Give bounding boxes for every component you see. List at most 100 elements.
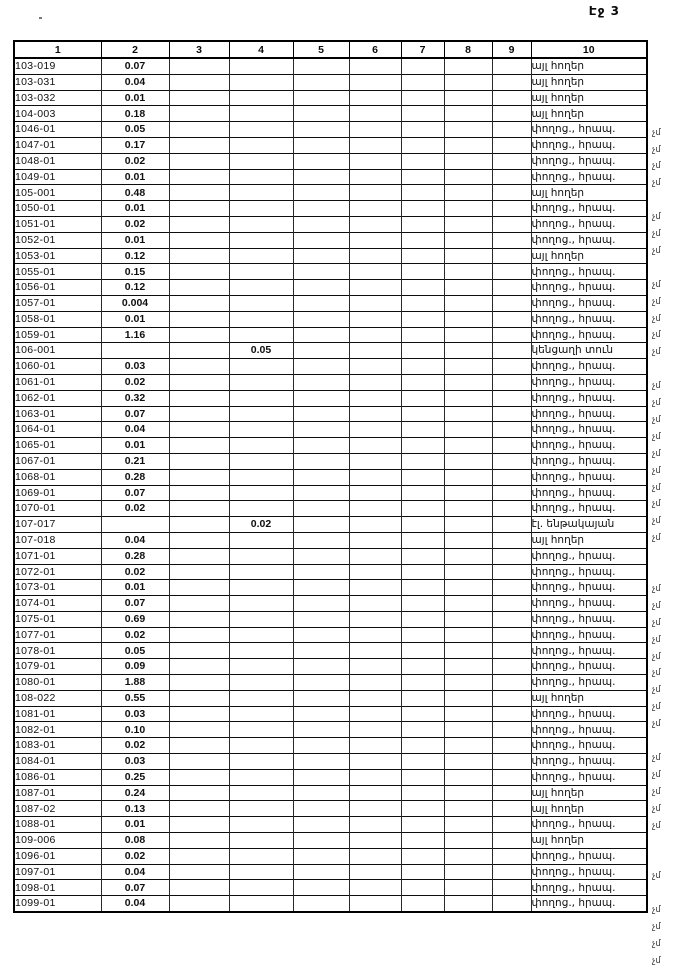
cell-area-value xyxy=(228,231,294,249)
cell-area-value xyxy=(491,310,532,328)
cell-area-value xyxy=(292,610,350,628)
table-row: 1071-01 0.28 փողոց., հրապ. xyxy=(13,547,648,564)
cell-area-value xyxy=(100,342,170,359)
cell-area-value xyxy=(348,231,402,249)
table-row: 1098-01 0.07 փողոց., հրապ. xyxy=(13,879,648,896)
cell-area-value xyxy=(443,358,493,375)
cell-area-value: 0.02 xyxy=(100,737,170,754)
table-row: 1057-01 0.004 փողոց., հրապ. xyxy=(13,294,648,312)
table-row: 103-032 0.01 այլ հողեր xyxy=(13,89,648,106)
cell-area-value xyxy=(168,358,230,375)
header-row: 1 2 3 4 5 6 7 8 9 10 xyxy=(13,40,648,59)
cell-area-value xyxy=(400,105,445,122)
table-row: 1051-01 0.02 փողոց., հրապ. xyxy=(13,215,648,233)
margin-mark: չմ xyxy=(652,381,661,392)
margin-mark: չմ xyxy=(652,617,661,628)
cell-area-value: 0.04 xyxy=(100,73,170,91)
cell-area-value xyxy=(292,294,350,312)
cell-area-value xyxy=(292,358,350,375)
cell-area-value xyxy=(443,389,493,407)
cell-parcel-code: 1079-01 xyxy=(13,658,102,675)
cell-area-value xyxy=(400,437,445,454)
cell-parcel-code: 108-022 xyxy=(13,689,102,707)
cell-area-value: 0.09 xyxy=(100,658,170,675)
cell-land-use: այլ հողեր xyxy=(530,89,648,106)
cell-area-value xyxy=(228,531,294,549)
table-row: 1067-01 0.21 փողոց., հրապ. xyxy=(13,452,648,470)
margin-mark: չմ xyxy=(652,702,661,713)
cell-parcel-code: 1088-01 xyxy=(13,816,102,833)
cell-area-value xyxy=(168,879,230,896)
cell-land-use: փողոց., հրապ. xyxy=(530,753,648,770)
cell-area-value xyxy=(168,215,230,233)
cell-area-value xyxy=(348,121,402,138)
cell-area-value xyxy=(228,484,294,501)
cell-area-value xyxy=(443,642,493,659)
cell-parcel-code: 1057-01 xyxy=(13,294,102,312)
cell-area-value xyxy=(491,342,532,359)
cell-area-value xyxy=(228,705,294,722)
cell-area-value xyxy=(400,231,445,249)
cell-area-value xyxy=(443,705,493,722)
cell-area-value xyxy=(228,184,294,201)
cell-area-value xyxy=(228,373,294,391)
cell-area-value xyxy=(168,200,230,217)
cell-parcel-code: 1063-01 xyxy=(13,405,102,422)
cell-area-value xyxy=(491,279,532,296)
cell-area-value xyxy=(348,816,402,833)
margin-marks-column: չմ չմ չմ չմ չմ չմ չմ չմ չմ չմ չմ չմ չմ չմ չմ չմ չմ չմ չմ չմ… xyxy=(650,57,679,969)
cell-area-value: 0.02 xyxy=(100,500,170,517)
column-header-8: 8 xyxy=(443,40,493,59)
cell-area-value xyxy=(228,847,294,865)
cell-land-use: փողոց., հրապ. xyxy=(530,358,648,375)
cell-area-value xyxy=(348,342,402,359)
cell-area-value xyxy=(292,563,350,580)
margin-mark: չմ xyxy=(652,955,661,966)
cell-land-use: փողոց., հրապ. xyxy=(530,389,648,407)
cell-area-value xyxy=(292,437,350,454)
cell-area-value xyxy=(348,705,402,722)
cell-area-value: 0.02 xyxy=(228,516,294,533)
cell-area-value xyxy=(443,263,493,280)
cell-area-value xyxy=(168,310,230,328)
cell-area-value xyxy=(228,294,294,312)
cell-area-value: 0.004 xyxy=(100,294,170,312)
cell-area-value xyxy=(228,468,294,486)
table-row: 1065-01 0.01 փողոց., հրապ. xyxy=(13,437,648,454)
cell-area-value xyxy=(292,389,350,407)
cell-area-value: 0.21 xyxy=(100,452,170,470)
cell-area-value xyxy=(168,500,230,517)
cell-area-value: 0.02 xyxy=(100,215,170,233)
cell-area-value xyxy=(491,705,532,722)
cell-area-value xyxy=(400,358,445,375)
margin-mark: չմ xyxy=(652,871,661,882)
cell-area-value xyxy=(400,832,445,849)
cell-area-value xyxy=(348,516,402,533)
cell-area-value xyxy=(443,610,493,628)
cell-area-value xyxy=(400,516,445,533)
cell-area-value: 0.12 xyxy=(100,279,170,296)
cell-land-use: այլ հողեր xyxy=(530,832,648,849)
cell-area-value xyxy=(348,373,402,391)
cell-area-value: 0.04 xyxy=(100,531,170,549)
cell-area-value: 0.02 xyxy=(100,373,170,391)
cell-parcel-code: 1070-01 xyxy=(13,500,102,517)
table-row: 1099-01 0.04 փողոց., հրապ. xyxy=(13,895,648,913)
cell-parcel-code: 1074-01 xyxy=(13,595,102,612)
cell-area-value: 0.03 xyxy=(100,705,170,722)
cell-area-value xyxy=(292,105,350,122)
cell-area-value xyxy=(491,468,532,486)
column-header-5: 5 xyxy=(292,40,350,59)
table-row: 1084-01 0.03 փողոց., հրապ. xyxy=(13,753,648,770)
cell-area-value xyxy=(400,389,445,407)
cell-area-value xyxy=(443,879,493,896)
cell-land-use: այլ հողեր xyxy=(530,784,648,801)
margin-mark: չմ xyxy=(652,499,661,510)
cell-parcel-code: 103-032 xyxy=(13,89,102,106)
cell-area-value xyxy=(168,468,230,486)
cell-area-value xyxy=(443,737,493,754)
cell-area-value: 0.01 xyxy=(100,310,170,328)
cell-area-value xyxy=(228,452,294,470)
margin-mark: չմ xyxy=(652,803,661,814)
table-row: 1061-01 0.02 փողոց., հրապ. xyxy=(13,373,648,391)
